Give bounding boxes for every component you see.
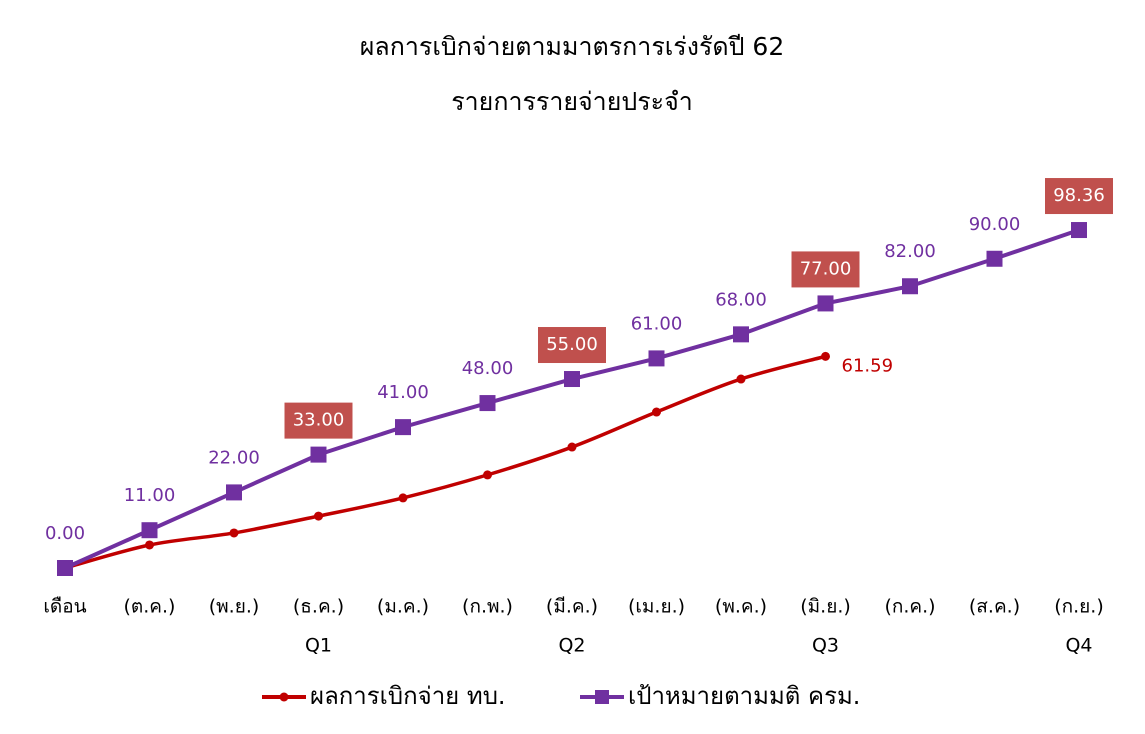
data-label: 48.00 xyxy=(462,358,514,379)
marker xyxy=(310,446,327,463)
x-tick-label: (ต.ค.) xyxy=(124,596,176,618)
legend-label: เป้าหมายตามมติ ครม. xyxy=(628,682,860,710)
marker xyxy=(314,511,323,521)
legend-marker xyxy=(595,690,609,704)
data-label: 68.00 xyxy=(715,289,767,310)
marker xyxy=(902,278,918,295)
data-label: 55.00 xyxy=(546,334,598,355)
x-tick-label: (เม.ย.) xyxy=(628,596,685,618)
label-box xyxy=(1045,178,1113,215)
x-tick-label: (ก.ค.) xyxy=(884,596,935,618)
data-label: 61.00 xyxy=(631,313,683,334)
x-tick-label: (ธ.ค.) xyxy=(293,596,344,618)
quarter-label: Q2 xyxy=(558,635,585,657)
x-tick-label: (มิ.ย.) xyxy=(800,596,851,618)
chart-title: ผลการเบิกจ่ายตามมาตรการเร่งรัดปี 62 xyxy=(360,32,784,61)
data-label: 90.00 xyxy=(969,214,1021,235)
chart-subtitle: รายการรายจ่ายประจำ xyxy=(451,87,693,116)
x-tick-label: (ก.ย.) xyxy=(1054,596,1104,618)
data-label: 41.00 xyxy=(377,382,429,403)
data-label: 77.00 xyxy=(800,258,852,279)
quarter-label: Q4 xyxy=(1065,635,1092,657)
marker xyxy=(229,528,239,538)
marker xyxy=(141,522,158,539)
data-label: 0.00 xyxy=(45,523,85,544)
marker xyxy=(226,484,242,501)
marker xyxy=(395,419,411,436)
legend-marker xyxy=(279,692,289,702)
marker xyxy=(145,540,154,550)
data-label: 98.36 xyxy=(1053,185,1105,206)
marker xyxy=(986,250,1003,267)
series-line xyxy=(64,354,826,570)
marker xyxy=(479,395,496,412)
data-label: 33.00 xyxy=(293,410,345,431)
marker xyxy=(567,442,577,452)
data-label: 61.59 xyxy=(842,355,894,376)
data-label: 11.00 xyxy=(124,485,176,506)
label-box xyxy=(538,327,606,364)
legend-label: ผลการเบิกจ่าย ทบ. xyxy=(310,682,506,710)
marker xyxy=(736,374,746,384)
marker xyxy=(57,560,73,576)
marker xyxy=(483,470,492,480)
x-tick-label: (พ.ค.) xyxy=(715,596,767,618)
x-tick-label: เดือน xyxy=(43,596,86,618)
marker xyxy=(733,326,749,343)
marker xyxy=(564,371,580,388)
marker xyxy=(817,295,834,312)
marker xyxy=(1071,222,1087,239)
quarter-label: Q3 xyxy=(812,635,839,657)
marker xyxy=(821,351,830,361)
quarter-label: Q1 xyxy=(305,635,332,657)
marker xyxy=(648,350,665,367)
data-label: 82.00 xyxy=(884,241,936,262)
marker xyxy=(652,407,661,417)
data-label: 22.00 xyxy=(208,447,260,468)
marker xyxy=(398,493,408,503)
x-tick-label: (ส.ค.) xyxy=(969,596,1020,618)
label-box xyxy=(791,251,860,288)
x-tick-label: (ก.พ.) xyxy=(462,596,513,618)
x-tick-label: (ม.ค.) xyxy=(377,596,429,618)
label-box xyxy=(284,402,353,439)
x-tick-label: (พ.ย.) xyxy=(209,596,260,618)
series-line xyxy=(64,228,1080,570)
x-tick-label: (มี.ค.) xyxy=(546,596,598,618)
